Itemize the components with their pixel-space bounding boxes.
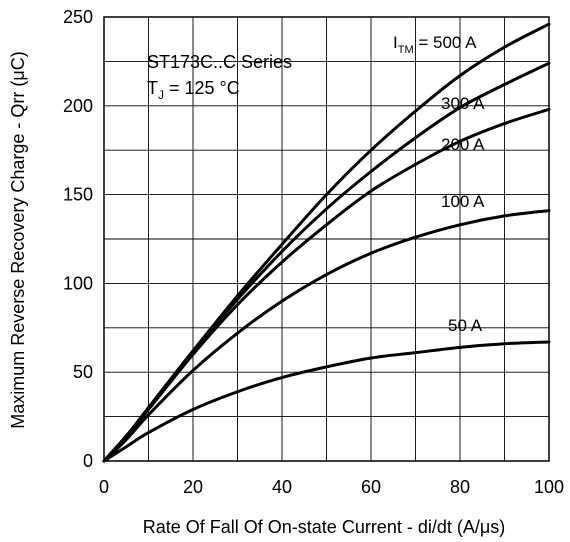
x-tick-label: 20 — [183, 477, 203, 497]
plot-frame — [103, 16, 550, 462]
x-tick-label: 80 — [450, 477, 470, 497]
series-label-500a: ITM = 500 A — [393, 33, 477, 56]
x-tick-label: 60 — [361, 477, 381, 497]
y-tick-label: 150 — [63, 185, 93, 205]
series-label-50a: 50 A — [448, 316, 483, 335]
series-annotation: ST173C..C Series — [147, 52, 292, 72]
x-tick-label: 100 — [534, 477, 564, 497]
series-label-300a: 300 A — [441, 94, 485, 113]
y-tick-label: 0 — [83, 451, 93, 471]
tick-labels: 0 20 40 60 80 100 0 50 100 150 200 250 — [63, 7, 564, 497]
junction-temperature-annotation: TJ = 125 °C — [147, 78, 240, 102]
y-tick-label: 100 — [63, 273, 93, 293]
y-tick-label: 200 — [63, 96, 93, 116]
x-tick-label: 0 — [99, 477, 109, 497]
x-axis-label: Rate Of Fall Of On-state Current - di/dt… — [143, 517, 505, 537]
y-tick-label: 50 — [73, 362, 93, 382]
series-label-100a: 100 A — [441, 192, 485, 211]
series-label-200a: 200 A — [441, 135, 485, 154]
y-axis-label: Maximum Reverse Recovery Charge - Qrr (μ… — [8, 51, 28, 428]
series-line-2 — [102, 107, 551, 463]
series-line-4 — [102, 340, 551, 463]
series-layer — [102, 22, 551, 463]
y-tick-label: 250 — [63, 7, 93, 27]
series-labels: ITM = 500 A 300 A 200 A 100 A 50 A — [393, 33, 485, 335]
x-tick-label: 40 — [272, 477, 292, 497]
series-line-3 — [102, 209, 551, 463]
